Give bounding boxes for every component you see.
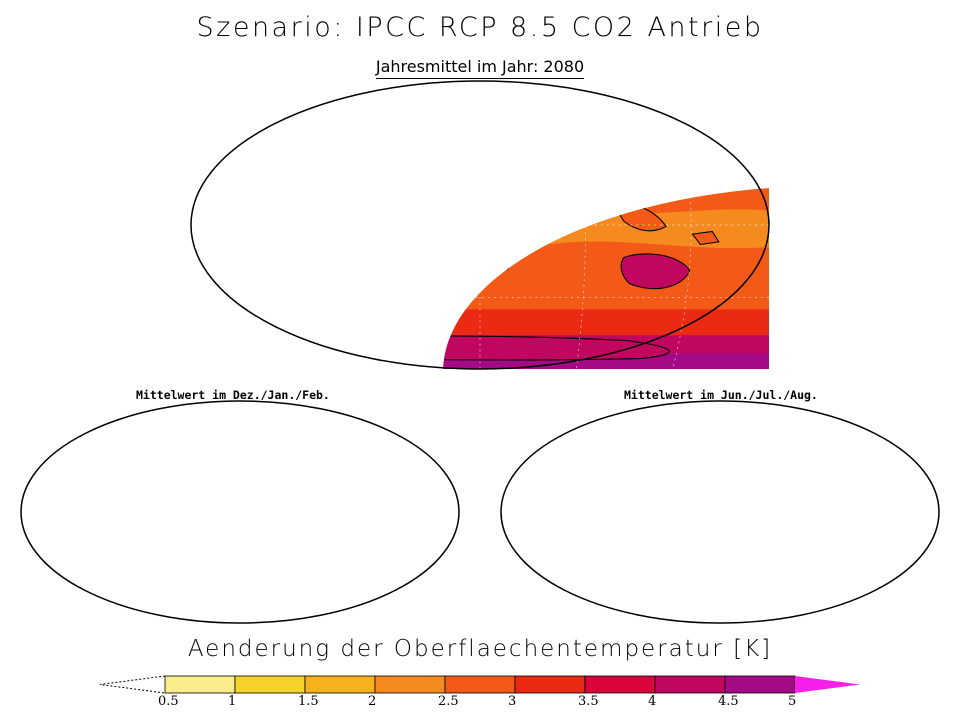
colorbar-tick-label: 4: [648, 694, 656, 709]
annual-map-gridlines: [443, 186, 769, 370]
colorbar-tick-label: 2: [368, 694, 376, 709]
colorbar-tick-label: 0.5: [158, 694, 179, 709]
legend-title: Aenderung der Oberflaechentemperatur [K]: [187, 636, 773, 662]
colorbar-right-arrow: [795, 676, 860, 693]
colorbar: 0.5 1 1.5 2 2.5 3 3.5 4 4.5 5: [99, 675, 860, 709]
colorbar-segment: [164, 675, 236, 694]
colorbar-segment: [654, 675, 726, 694]
colorbar-left-arrow: [99, 675, 166, 694]
jja-map-border: [500, 400, 940, 624]
colorbar-segment: [374, 675, 446, 694]
colorbar-tick-label: 2.5: [438, 694, 459, 709]
djf-map-fields: [21, 401, 459, 623]
colorbar-segment: [444, 675, 516, 694]
colorbar-tick-label: 3: [508, 694, 516, 709]
annual-map: [443, 186, 769, 370]
colorbar-segment: [304, 675, 376, 694]
colorbar-segment: [514, 675, 586, 694]
page-title: Szenario: IPCC RCP 8.5 CO2 Antrieb: [196, 12, 764, 43]
jja-map-continents: [541, 414, 873, 587]
map-label-jja: Mittelwert im Jun./Jul./Aug.: [624, 388, 818, 402]
subtitle: Jahresmittel im Jahr: 2080: [0, 57, 960, 79]
annual-map-border: [190, 80, 770, 370]
jja-map: [501, 401, 939, 623]
jja-map-fields: [501, 401, 939, 623]
colorbar-tick-label: 1: [228, 694, 236, 709]
colorbar-tick-label: 3.5: [578, 694, 599, 709]
colorbar-segment: [234, 675, 306, 694]
colorbar-tick-label: 4.5: [718, 694, 739, 709]
jja-map-gridlines: [501, 401, 939, 623]
map-label-djf: Mittelwert im Dez./Jan./Feb.: [136, 388, 330, 402]
colorbar-tick-label: 1.5: [298, 694, 319, 709]
djf-map-continents: [61, 408, 393, 615]
djf-map-border: [20, 400, 460, 624]
djf-map: [21, 401, 459, 623]
subtitle-text: Jahresmittel im Jahr: 2080: [375, 57, 585, 79]
djf-map-gridlines: [21, 401, 459, 623]
colorbar-segment: [584, 675, 656, 694]
colorbar-segment: [724, 675, 796, 694]
colorbar-tick-label: 5: [788, 694, 796, 709]
